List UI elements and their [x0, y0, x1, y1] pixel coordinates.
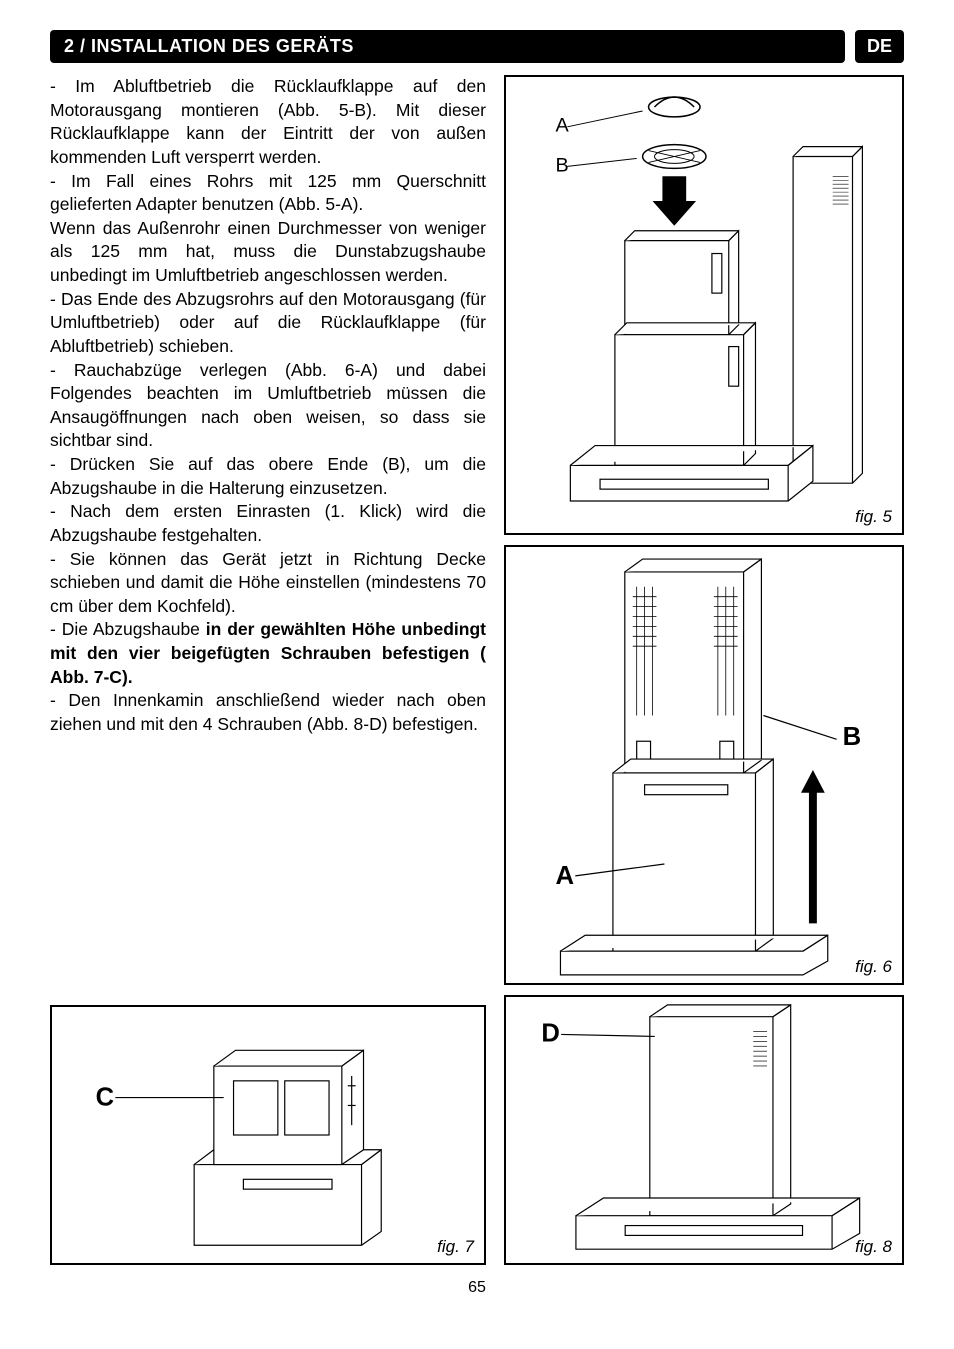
paragraph: - Im Abluftbetrieb die Rücklaufklappe au…	[50, 75, 486, 170]
figure-5-svg: A B	[506, 77, 902, 533]
paragraph: - Im Fall eines Rohrs mit 125 mm Quersch…	[50, 170, 486, 217]
figure-8: D fig. 8	[504, 995, 904, 1265]
paragraph: - Drücken Sie auf das obere Ende (B), um…	[50, 453, 486, 500]
paragraph: - Rauchabzüge verlegen (Abb. 6-A) und da…	[50, 359, 486, 454]
fig8-label-d: D	[541, 1019, 560, 1047]
paragraph: - Den Innenkamin anschließend wieder nac…	[50, 689, 486, 736]
instruction-text-column: - Im Abluftbetrieb die Rücklaufklappe au…	[50, 75, 486, 985]
fig5-label-b: B	[556, 154, 569, 176]
paragraph: - Sie können das Gerät jetzt in Richtung…	[50, 548, 486, 619]
page-number: 65	[50, 1279, 904, 1297]
figure-7-svg: C	[52, 1007, 484, 1263]
fig6-label-a: A	[556, 862, 575, 890]
figure-7: C fig. 7	[50, 1005, 486, 1265]
figure-5-caption: fig. 5	[855, 507, 892, 527]
figure-8-svg: D	[506, 997, 902, 1263]
paragraph: - Das Ende des Abzugsrohrs auf den Motor…	[50, 288, 486, 359]
figure-8-caption: fig. 8	[855, 1237, 892, 1257]
figure-column: A B	[504, 75, 904, 985]
figure-6: B A fig. 6	[504, 545, 904, 985]
main-content: - Im Abluftbetrieb die Rücklaufklappe au…	[50, 75, 904, 985]
figure-7-caption: fig. 7	[437, 1237, 474, 1257]
header-row: 2 / INSTALLATION DES GERÄTS DE	[50, 30, 904, 63]
figure-6-caption: fig. 6	[855, 957, 892, 977]
figure-5: A B	[504, 75, 904, 535]
paragraph-prefix: - Die Abzugshaube	[50, 619, 206, 639]
section-title-bar: 2 / INSTALLATION DES GERÄTS	[50, 30, 845, 63]
bottom-figure-row: C fig. 7	[50, 995, 904, 1265]
fig6-label-b: B	[843, 723, 862, 751]
paragraph: Wenn das Außenrohr einen Durchmesser von…	[50, 217, 486, 288]
language-badge: DE	[855, 30, 904, 63]
fig7-label-c: C	[96, 1083, 114, 1111]
figure-6-svg: B A	[506, 547, 902, 983]
paragraph: - Nach dem ersten Einrasten (1. Klick) w…	[50, 500, 486, 547]
paragraph: - Die Abzugshaube in der gewählten Höhe …	[50, 618, 486, 689]
fig5-label-a: A	[556, 115, 570, 137]
